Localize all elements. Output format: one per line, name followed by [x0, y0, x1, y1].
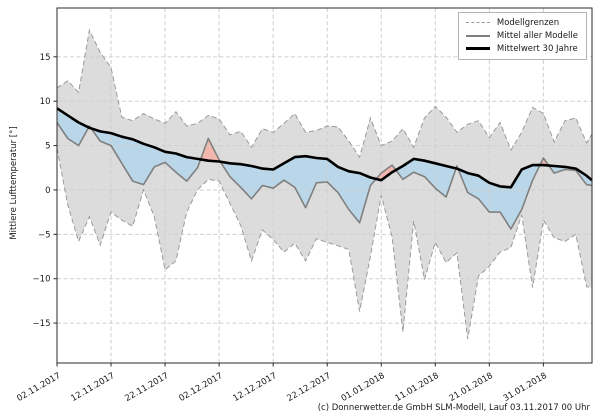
y-tick-label: −15	[33, 319, 51, 329]
y-tick-label: 15	[40, 53, 51, 63]
y-tick-label: 10	[40, 97, 51, 107]
below-normal-fill	[57, 108, 592, 229]
x-tick-label: 02.12.2017	[177, 371, 224, 404]
model-mean-line	[56, 122, 593, 230]
plot-border	[56, 7, 593, 364]
y-tick-label: 0	[45, 186, 50, 196]
band-lower-dashed-line	[56, 148, 593, 340]
climate-mean-line	[56, 107, 593, 189]
x-tick-label: 01.01.2018	[340, 371, 387, 404]
y-axis-label: Mittlere Lufttemperatur [°]	[9, 126, 19, 240]
x-tick-label: 12.12.2017	[232, 371, 279, 404]
x-tick-label: 22.12.2017	[286, 371, 333, 404]
y-tick-label: −10	[33, 275, 51, 285]
x-tick-label: 02.11.2017	[15, 371, 62, 404]
gray-line-icon	[465, 34, 490, 37]
dashed-line-icon	[465, 22, 490, 23]
legend-entry-mittelwert-30-jahre: Mittelwert 30 Jahre	[465, 42, 578, 55]
legend-entry-mittel-aller-modelle: Mittel aller Modelle	[465, 29, 578, 42]
x-tick-label: 31.01.2018	[502, 371, 549, 404]
copyright-caption: (c) Donnerwetter.de GmbH SLM-Modell, Lau…	[317, 403, 590, 413]
x-tick-label: 11.01.2018	[394, 371, 441, 404]
legend-entry-modellgrenzen: Modellgrenzen	[465, 16, 578, 29]
x-tick-label: 22.11.2017	[123, 371, 170, 404]
x-tick-label: 12.11.2017	[69, 371, 116, 404]
y-tick-label: −5	[38, 230, 51, 240]
legend: Modellgrenzen Mittel aller Modelle Mitte…	[457, 12, 587, 60]
x-tick-label: 21.01.2018	[448, 371, 495, 404]
model-range-band	[57, 30, 592, 339]
black-line-icon	[465, 47, 490, 50]
y-tick-label: 5	[45, 142, 50, 152]
band-upper-dashed-line	[56, 28, 593, 159]
